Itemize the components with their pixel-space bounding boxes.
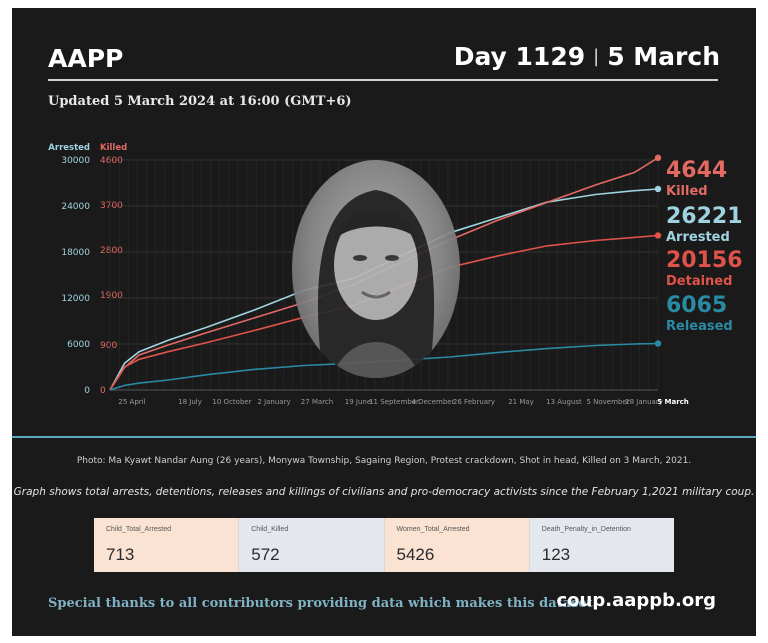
series-endpoint-released bbox=[654, 340, 662, 347]
callout-released: 6065 Released bbox=[666, 293, 733, 334]
stat-label: Child_Killed bbox=[251, 526, 289, 533]
callout-label: Detained bbox=[666, 274, 733, 289]
callout-arrested: 26221 Arrested bbox=[666, 204, 743, 245]
stat-card-death-penalty: Death_Penalty_in_Detention 123 bbox=[529, 518, 674, 572]
portrait-silhouette bbox=[317, 190, 435, 378]
updated-timestamp: Updated 5 March 2024 at 16:00 (GMT+6) bbox=[48, 94, 352, 109]
title-separator: | bbox=[593, 46, 600, 67]
infographic-panel: AAPP Day 1129 | 5 March Updated 5 March 20… bbox=[12, 8, 756, 636]
y-right-tick-label: 4600 bbox=[100, 156, 123, 166]
y-right-tick-label: 900 bbox=[100, 341, 117, 351]
callout-label: Released bbox=[666, 319, 733, 334]
graph-description: Graph shows total arrests, detentions, r… bbox=[13, 486, 755, 498]
y-left-tick-label: 0 bbox=[84, 386, 90, 396]
section-divider bbox=[12, 436, 756, 438]
callout-detained: 20156 Detained bbox=[666, 248, 743, 289]
current-date: 5 March bbox=[607, 42, 720, 71]
y-left-tick-label: 6000 bbox=[67, 340, 90, 350]
x-tick-label: 11 September bbox=[369, 398, 419, 406]
stat-value: 123 bbox=[541, 545, 571, 564]
stat-value: 713 bbox=[106, 545, 135, 564]
x-tick-label: 25 April bbox=[118, 398, 145, 406]
stats-cards: Child_Total_Arrested 713 Child_Killed 57… bbox=[94, 518, 674, 572]
y-right-tick-label: 2800 bbox=[100, 246, 123, 256]
callout-value: 26221 bbox=[666, 204, 743, 229]
y-right-tick-label: 1900 bbox=[100, 291, 123, 301]
callout-value: 4644 bbox=[666, 158, 728, 183]
brand-title: AAPP bbox=[48, 44, 124, 73]
site-url: coup.aappb.org bbox=[556, 590, 717, 611]
day-counter: Day 1129 bbox=[453, 42, 586, 71]
x-tick-label: 4 December bbox=[412, 398, 455, 406]
victim-portrait bbox=[292, 160, 460, 378]
stat-label: Women_Total_Arrested bbox=[396, 526, 470, 533]
series-endpoint-killed bbox=[654, 154, 662, 161]
x-tick-label: 21 May bbox=[508, 398, 534, 406]
y-right-tick-label: 0 bbox=[100, 386, 106, 396]
y-right-axis-title: Killed bbox=[100, 143, 127, 153]
callout-label: Arrested bbox=[666, 230, 730, 245]
y-left-tick-label: 24000 bbox=[61, 202, 90, 212]
photo-caption: Photo: Ma Kyawt Nandar Aung (26 years), … bbox=[76, 456, 692, 466]
y-left-tick-label: 18000 bbox=[61, 248, 90, 258]
y-left-axis-title: Arrested bbox=[48, 143, 90, 153]
y-left-tick-label: 30000 bbox=[61, 156, 90, 166]
header-divider bbox=[48, 79, 718, 81]
x-tick-label: 28 January bbox=[625, 398, 663, 406]
y-left-tick-label: 12000 bbox=[61, 294, 90, 304]
callout-value: 20156 bbox=[666, 248, 743, 273]
stat-value: 5426 bbox=[396, 545, 435, 564]
stat-value: 572 bbox=[251, 545, 280, 564]
stat-label: Child_Total_Arrested bbox=[106, 526, 171, 533]
callout-value: 6065 bbox=[666, 293, 728, 318]
x-tick-label: 10 October bbox=[212, 398, 251, 406]
stat-card-child-arrested: Child_Total_Arrested 713 bbox=[94, 518, 240, 572]
y-right-tick-label: 3700 bbox=[100, 201, 123, 211]
day-date-title: Day 1129 | 5 March bbox=[454, 42, 720, 71]
stat-label: Death_Penalty_in_Detention bbox=[541, 526, 631, 533]
callout-killed: 4644 Killed bbox=[666, 158, 727, 199]
thanks-note: Special thanks to all contributors provi… bbox=[48, 596, 598, 611]
callout-label: Killed bbox=[666, 184, 708, 199]
x-tick-label: 5 March bbox=[657, 398, 689, 406]
x-tick-label: 18 July bbox=[178, 398, 202, 406]
x-tick-label: 26 February bbox=[453, 398, 495, 406]
stat-card-child-killed: Child_Killed 572 bbox=[239, 518, 385, 572]
x-tick-label: 13 August bbox=[546, 398, 582, 406]
stat-card-women-arrested: Women_Total_Arrested 5426 bbox=[384, 518, 530, 572]
x-tick-label: 5 November bbox=[586, 398, 629, 406]
series-endpoint-arrested bbox=[654, 185, 662, 193]
x-tick-label: 27 March bbox=[301, 398, 333, 406]
x-tick-label: 2 January bbox=[257, 398, 290, 406]
series-endpoint-detained bbox=[654, 232, 662, 239]
x-tick-label: 19 June bbox=[345, 398, 371, 406]
